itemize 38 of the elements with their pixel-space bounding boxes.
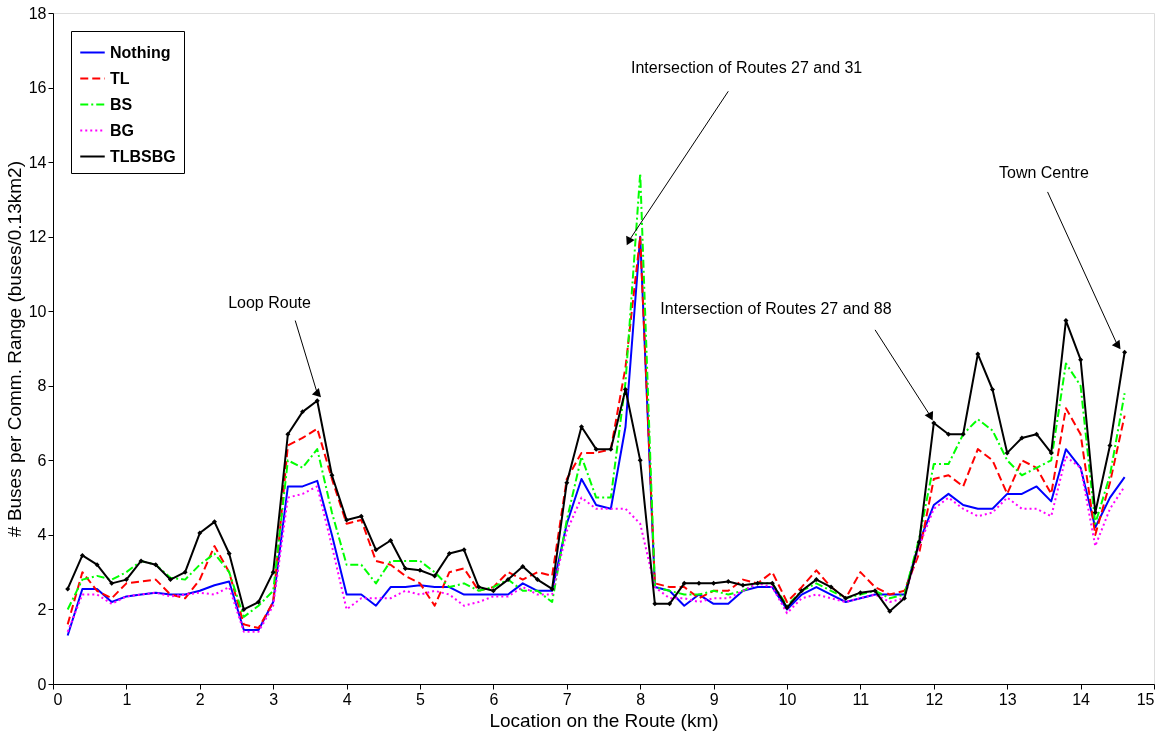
- y-tick-label: 8: [37, 377, 47, 395]
- legend-label: TL: [110, 69, 130, 87]
- x-tick-label: 12: [925, 690, 944, 708]
- annotation: Loop Route: [228, 294, 311, 312]
- y-axis-title: # Buses per Comm. Range (buses/0.13km2): [3, 161, 25, 537]
- y-tick-label: 10: [28, 302, 47, 320]
- line-series: [66, 455, 1126, 633]
- x-tick-label: 0: [53, 690, 63, 708]
- x-tick-label: 1: [122, 690, 132, 708]
- x-axis-title: Location on the Route (km): [489, 709, 719, 731]
- y-tick-label: 6: [37, 451, 47, 469]
- x-tick-label: 6: [489, 690, 499, 708]
- x-tick-label: 4: [342, 690, 352, 708]
- y-tick-label: 14: [28, 153, 47, 171]
- legend-label: TLBSBG: [110, 147, 176, 165]
- x-tick-label: 10: [778, 690, 797, 708]
- x-tick-label: 11: [852, 690, 870, 708]
- x-tick-label: 14: [1072, 690, 1091, 708]
- legend-label: Nothing: [110, 43, 171, 61]
- x-tick-label: 8: [636, 690, 646, 708]
- annotation: Intersection of Routes 27 and 31: [631, 59, 863, 77]
- annotation: Town Centre: [998, 163, 1089, 181]
- x-tick-label: 9: [709, 690, 719, 708]
- x-tick-label: 15: [1136, 690, 1155, 708]
- annotation: Intersection of Routes 27 and 88: [660, 299, 892, 317]
- y-tick-label: 12: [28, 228, 47, 246]
- legend-label: BS: [110, 95, 133, 113]
- y-tick-label: 18: [28, 4, 47, 22]
- y-tick-label: 2: [37, 600, 47, 618]
- y-tick-label: 16: [28, 79, 47, 97]
- x-tick-label: 2: [195, 690, 205, 708]
- y-tick-label: 4: [37, 526, 47, 544]
- x-tick-label: 7: [562, 690, 572, 708]
- x-tick-label: 3: [269, 690, 279, 708]
- y-tick-label: 0: [37, 675, 47, 693]
- x-tick-label: 13: [998, 690, 1017, 708]
- x-tick-label: 5: [416, 690, 426, 708]
- legend-label: BG: [110, 121, 134, 139]
